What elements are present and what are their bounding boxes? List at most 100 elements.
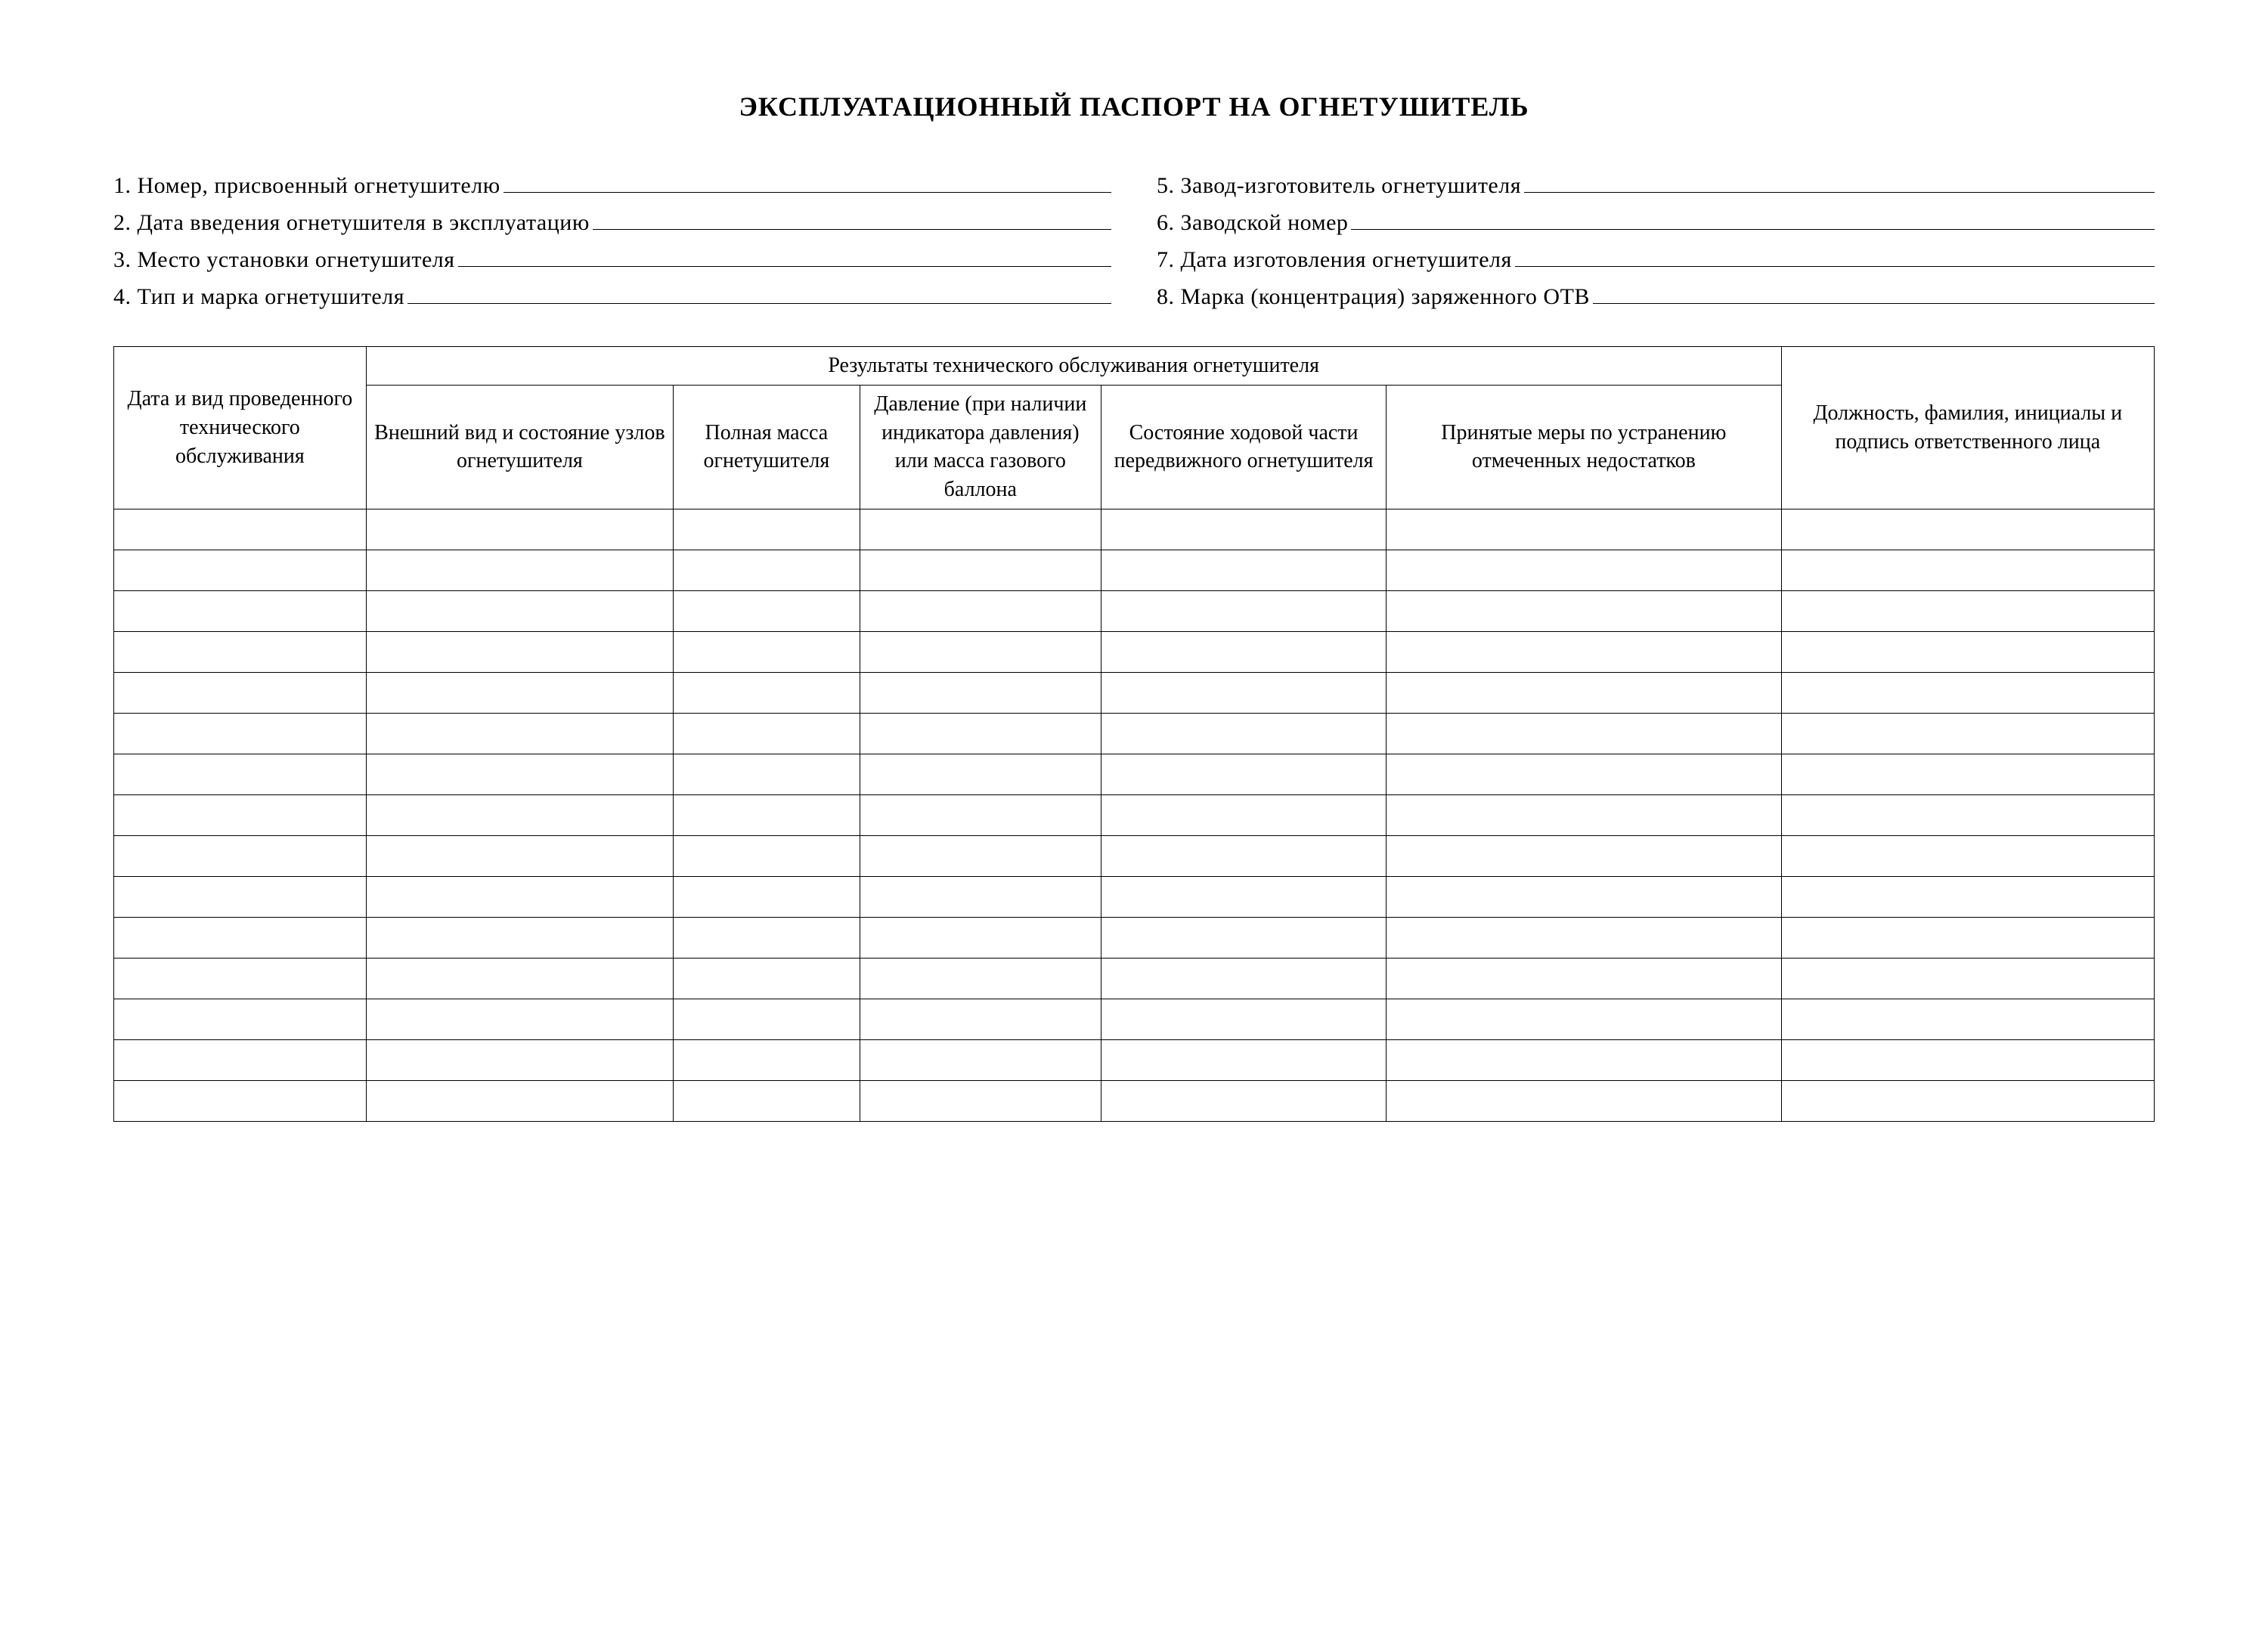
table-cell[interactable] <box>114 1080 367 1121</box>
table-cell[interactable] <box>1387 713 1781 754</box>
table-cell[interactable] <box>674 917 860 958</box>
table-cell[interactable] <box>366 1039 673 1080</box>
table-cell[interactable] <box>1781 713 2154 754</box>
blank-line[interactable] <box>407 279 1111 304</box>
table-cell[interactable] <box>366 672 673 713</box>
table-cell[interactable] <box>114 631 367 672</box>
table-cell[interactable] <box>674 713 860 754</box>
table-cell[interactable] <box>1387 958 1781 999</box>
table-cell[interactable] <box>366 550 673 590</box>
table-cell[interactable] <box>1387 509 1781 550</box>
blank-line[interactable] <box>593 205 1111 230</box>
table-cell[interactable] <box>1781 917 2154 958</box>
table-cell[interactable] <box>1387 1080 1781 1121</box>
table-cell[interactable] <box>366 1080 673 1121</box>
table-cell[interactable] <box>674 672 860 713</box>
table-cell[interactable] <box>860 550 1101 590</box>
table-cell[interactable] <box>114 713 367 754</box>
table-cell[interactable] <box>366 835 673 876</box>
table-cell[interactable] <box>860 835 1101 876</box>
table-cell[interactable] <box>366 917 673 958</box>
table-cell[interactable] <box>114 1039 367 1080</box>
table-cell[interactable] <box>1387 631 1781 672</box>
table-cell[interactable] <box>1387 1039 1781 1080</box>
blank-line[interactable] <box>1351 205 2155 230</box>
table-cell[interactable] <box>860 509 1101 550</box>
table-cell[interactable] <box>366 713 673 754</box>
table-cell[interactable] <box>1101 590 1386 631</box>
table-cell[interactable] <box>860 713 1101 754</box>
table-cell[interactable] <box>1101 754 1386 794</box>
table-cell[interactable] <box>1781 1039 2154 1080</box>
table-cell[interactable] <box>366 958 673 999</box>
table-cell[interactable] <box>1781 672 2154 713</box>
table-cell[interactable] <box>1387 835 1781 876</box>
table-cell[interactable] <box>1101 876 1386 917</box>
table-cell[interactable] <box>366 590 673 631</box>
table-cell[interactable] <box>860 1039 1101 1080</box>
table-cell[interactable] <box>1101 631 1386 672</box>
table-cell[interactable] <box>1101 794 1386 835</box>
table-cell[interactable] <box>674 794 860 835</box>
table-cell[interactable] <box>1101 1039 1386 1080</box>
table-cell[interactable] <box>1387 754 1781 794</box>
table-cell[interactable] <box>366 876 673 917</box>
table-cell[interactable] <box>860 1080 1101 1121</box>
table-cell[interactable] <box>114 509 367 550</box>
table-cell[interactable] <box>860 631 1101 672</box>
table-cell[interactable] <box>1101 550 1386 590</box>
table-cell[interactable] <box>1781 876 2154 917</box>
table-cell[interactable] <box>366 999 673 1039</box>
table-cell[interactable] <box>1101 1080 1386 1121</box>
table-cell[interactable] <box>674 1080 860 1121</box>
table-cell[interactable] <box>860 876 1101 917</box>
table-cell[interactable] <box>674 509 860 550</box>
table-cell[interactable] <box>1781 835 2154 876</box>
table-cell[interactable] <box>674 631 860 672</box>
table-cell[interactable] <box>366 509 673 550</box>
table-cell[interactable] <box>114 999 367 1039</box>
table-cell[interactable] <box>860 672 1101 713</box>
table-cell[interactable] <box>674 958 860 999</box>
table-cell[interactable] <box>1781 999 2154 1039</box>
table-cell[interactable] <box>1781 550 2154 590</box>
table-cell[interactable] <box>1101 672 1386 713</box>
table-cell[interactable] <box>114 590 367 631</box>
table-cell[interactable] <box>1781 794 2154 835</box>
table-cell[interactable] <box>366 794 673 835</box>
table-cell[interactable] <box>114 835 367 876</box>
blank-line[interactable] <box>1524 168 2155 193</box>
table-cell[interactable] <box>1781 958 2154 999</box>
blank-line[interactable] <box>1593 279 2155 304</box>
table-cell[interactable] <box>1101 999 1386 1039</box>
table-cell[interactable] <box>1387 590 1781 631</box>
table-cell[interactable] <box>674 550 860 590</box>
blank-line[interactable] <box>458 242 1111 267</box>
table-cell[interactable] <box>860 958 1101 999</box>
table-cell[interactable] <box>674 1039 860 1080</box>
table-cell[interactable] <box>1781 631 2154 672</box>
table-cell[interactable] <box>1781 590 2154 631</box>
blank-line[interactable] <box>503 168 1111 193</box>
table-cell[interactable] <box>366 754 673 794</box>
table-cell[interactable] <box>674 876 860 917</box>
table-cell[interactable] <box>114 754 367 794</box>
table-cell[interactable] <box>674 999 860 1039</box>
table-cell[interactable] <box>1387 917 1781 958</box>
table-cell[interactable] <box>114 958 367 999</box>
table-cell[interactable] <box>114 550 367 590</box>
table-cell[interactable] <box>114 794 367 835</box>
table-cell[interactable] <box>1387 876 1781 917</box>
table-cell[interactable] <box>1387 794 1781 835</box>
table-cell[interactable] <box>860 917 1101 958</box>
table-cell[interactable] <box>1387 999 1781 1039</box>
table-cell[interactable] <box>674 590 860 631</box>
blank-line[interactable] <box>1515 242 2155 267</box>
table-cell[interactable] <box>1101 917 1386 958</box>
table-cell[interactable] <box>1101 713 1386 754</box>
table-cell[interactable] <box>1781 1080 2154 1121</box>
table-cell[interactable] <box>114 917 367 958</box>
table-cell[interactable] <box>1101 958 1386 999</box>
table-cell[interactable] <box>860 754 1101 794</box>
table-cell[interactable] <box>674 835 860 876</box>
